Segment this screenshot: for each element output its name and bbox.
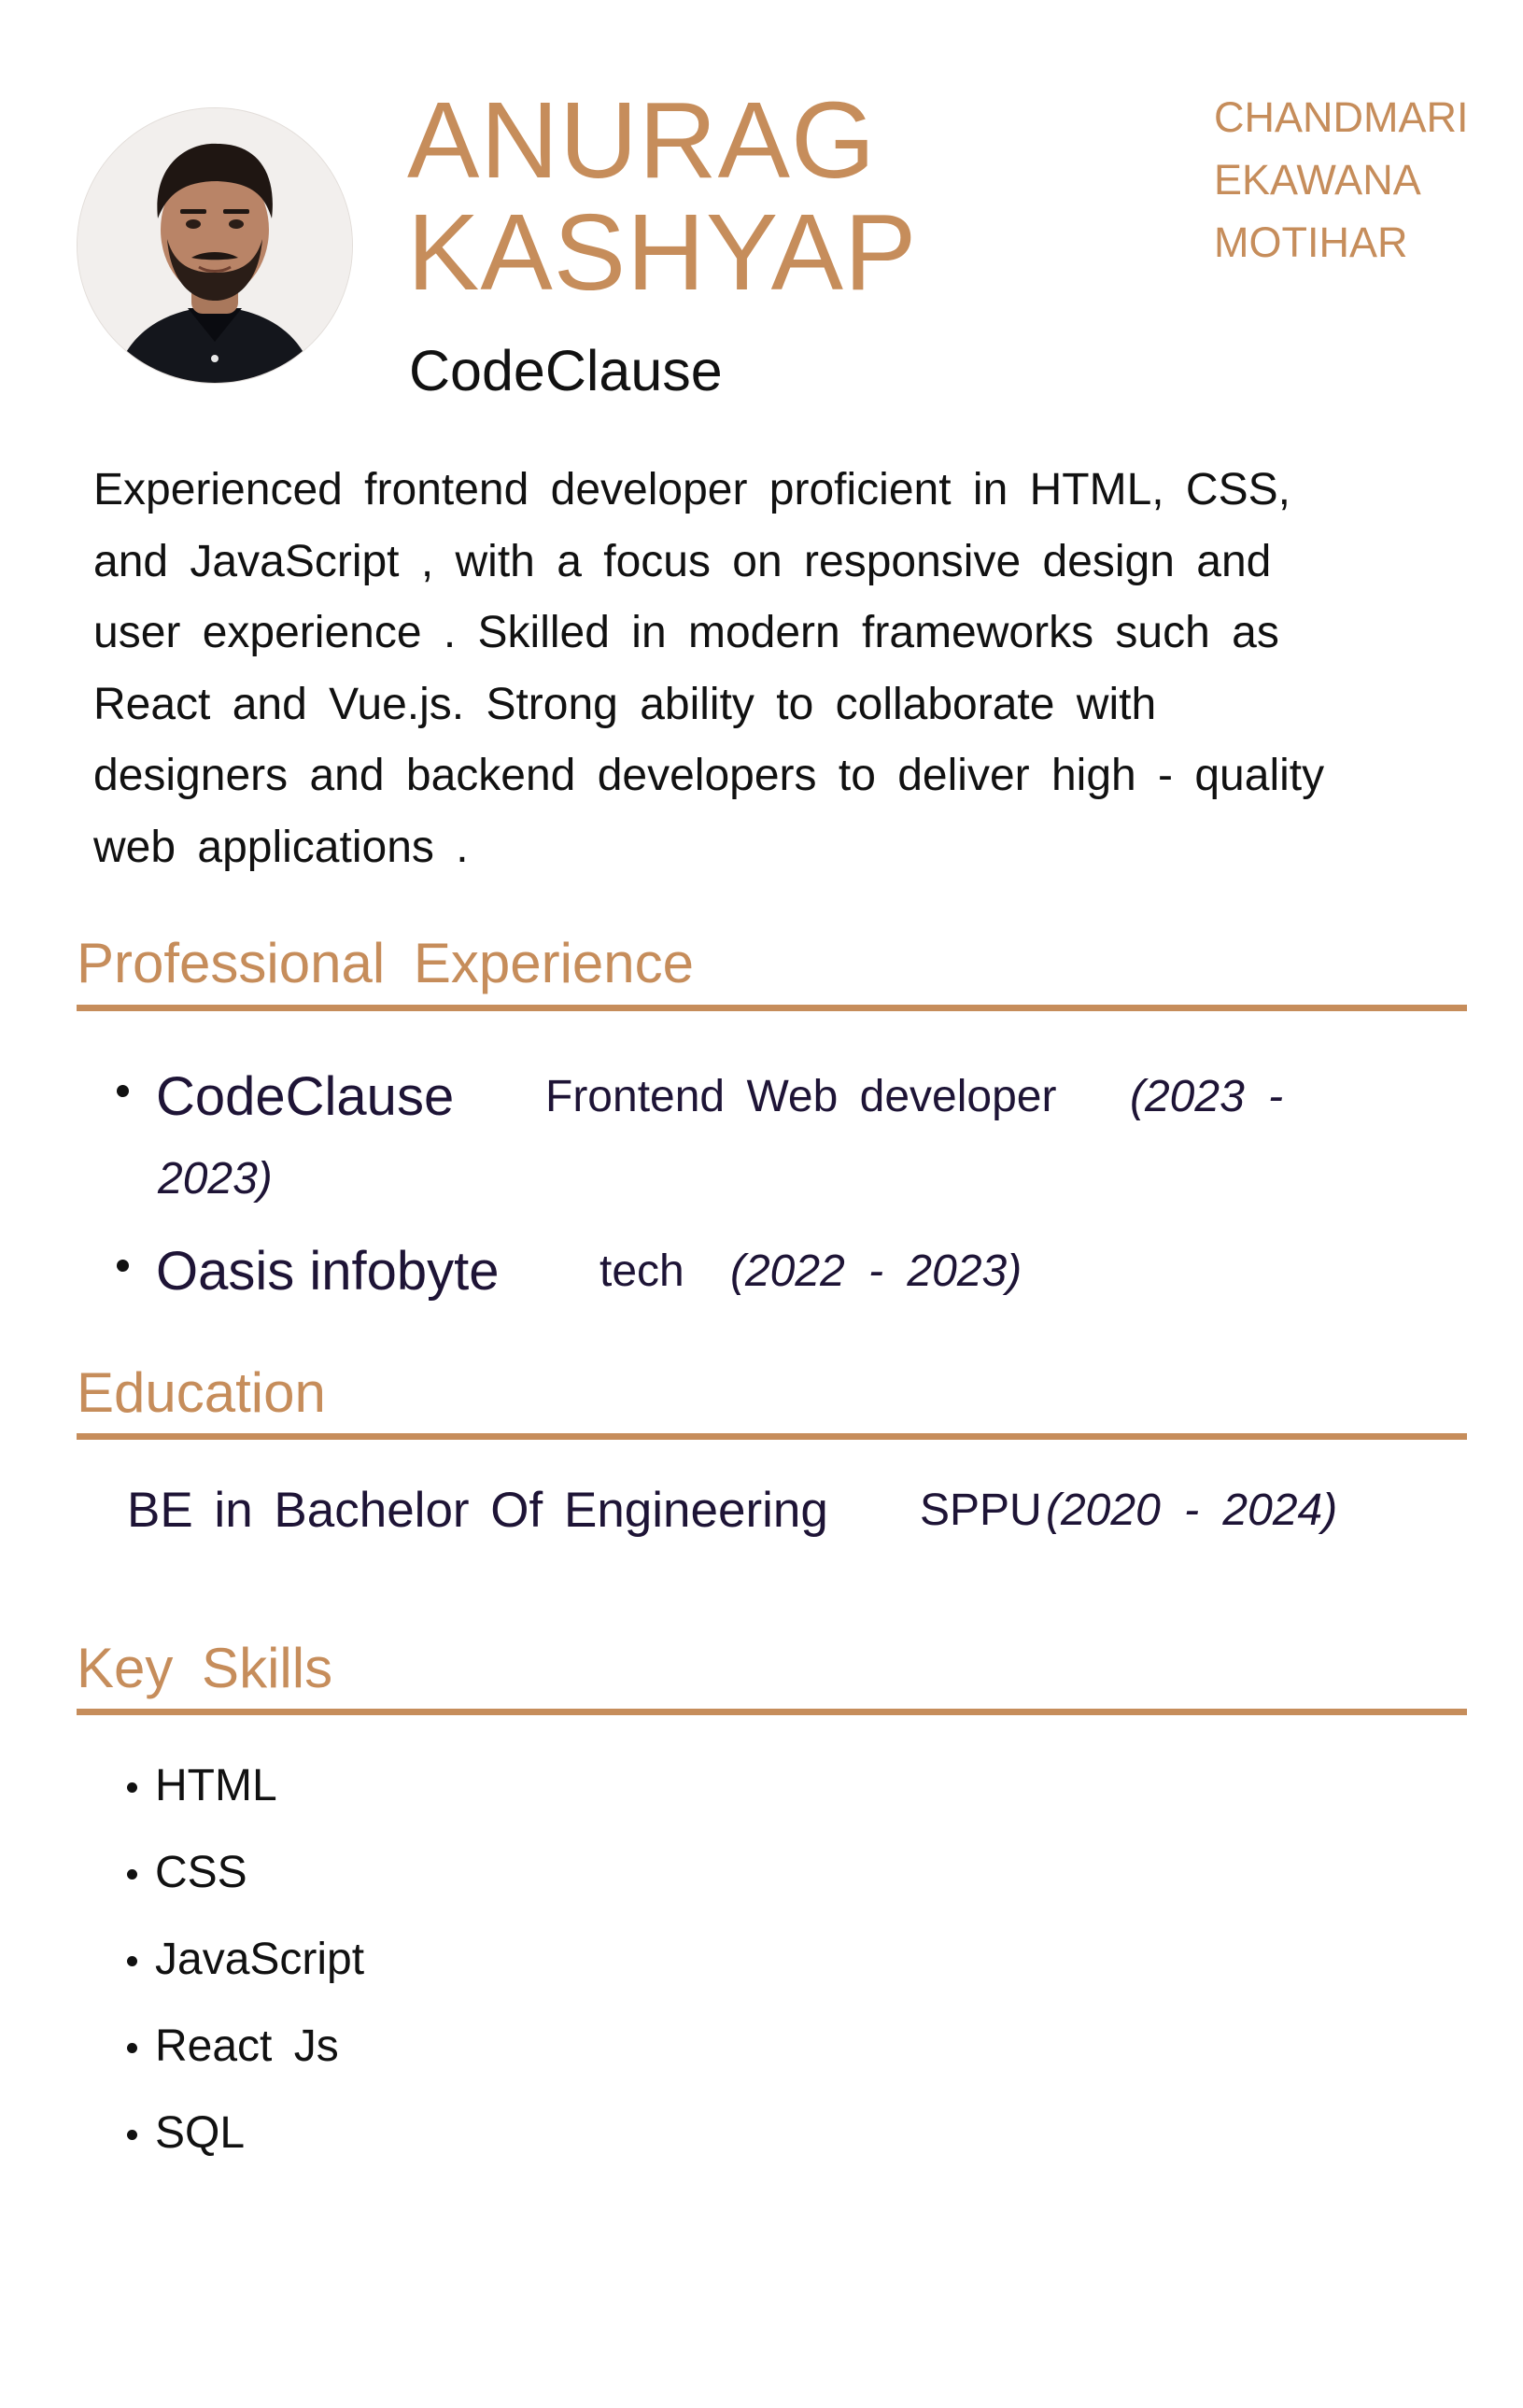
experience-period-end: 2023) <box>158 1154 273 1204</box>
skill-item: CSS <box>127 1840 364 1927</box>
summary-line: and JavaScript , with a focus on respons… <box>93 536 1272 586</box>
skill-label: HTML <box>155 1761 277 1810</box>
avatar <box>77 107 353 384</box>
address-line: CHANDMARI <box>1214 93 1469 141</box>
skills-list: HTML CSS JavaScript React Js SQL <box>127 1753 364 2188</box>
experience-period: (2022 - 2023) <box>730 1246 1022 1296</box>
name-first: ANURAG <box>407 79 877 201</box>
bullet-icon <box>127 1869 137 1880</box>
experience-role: Frontend Web developer <box>545 1072 1057 1121</box>
skills-heading: Key Skills <box>77 1637 333 1699</box>
education-school: SPPU <box>920 1486 1042 1535</box>
summary-line: web applications . <box>93 822 469 872</box>
education-period: (2020 - 2024) <box>1046 1486 1338 1535</box>
experience-divider <box>77 1005 1467 1011</box>
skill-item: SQL <box>127 2101 364 2188</box>
bullet-icon <box>127 1956 137 1966</box>
skill-item: React Js <box>127 2014 364 2101</box>
profile-photo-icon <box>78 108 352 383</box>
skill-label: SQL <box>155 2108 246 2158</box>
address: CHANDMARI EKAWANA MOTIHAR <box>1214 86 1469 274</box>
bullet-icon <box>117 1260 129 1272</box>
experience-heading: Professional Experience <box>77 932 695 994</box>
address-line: MOTIHAR <box>1214 218 1408 266</box>
education-divider <box>77 1433 1467 1440</box>
skill-item: HTML <box>127 1753 364 1840</box>
skill-item: JavaScript <box>127 1927 364 2014</box>
bullet-icon <box>127 2130 137 2140</box>
experience-period: (2023 - <box>1130 1072 1284 1121</box>
summary-line: designers and backend developers to deli… <box>93 751 1325 800</box>
experience-role: tech <box>599 1246 684 1296</box>
skill-label: CSS <box>155 1848 247 1897</box>
address-line: EKAWANA <box>1214 156 1421 204</box>
skill-label: React Js <box>155 2021 339 2071</box>
experience-company: Oasis infobyte <box>156 1241 500 1302</box>
bullet-icon <box>117 1085 129 1097</box>
skill-label: JavaScript <box>155 1935 365 1984</box>
summary: Experienced frontend developer proficien… <box>93 455 1438 883</box>
current-company: CodeClause <box>409 339 723 402</box>
name-last: KASHYAP <box>407 191 918 313</box>
experience-company: CodeClause <box>156 1066 455 1127</box>
bullet-icon <box>127 1782 137 1793</box>
skills-divider <box>77 1709 1467 1715</box>
experience-item: Oasis infobyte tech (2022 - 2023) <box>117 1239 1331 1314</box>
experience-item: CodeClause Frontend Web developer (2023 … <box>117 1064 1331 1251</box>
summary-line: Experienced frontend developer proficien… <box>93 465 1290 514</box>
summary-line: user experience . Skilled in modern fram… <box>93 608 1279 657</box>
summary-line: React and Vue.js. Strong ability to coll… <box>93 679 1157 729</box>
education-degree: BE in Bachelor Of Engineering <box>127 1483 828 1538</box>
bullet-icon <box>127 2043 137 2053</box>
education-heading: Education <box>77 1361 326 1424</box>
